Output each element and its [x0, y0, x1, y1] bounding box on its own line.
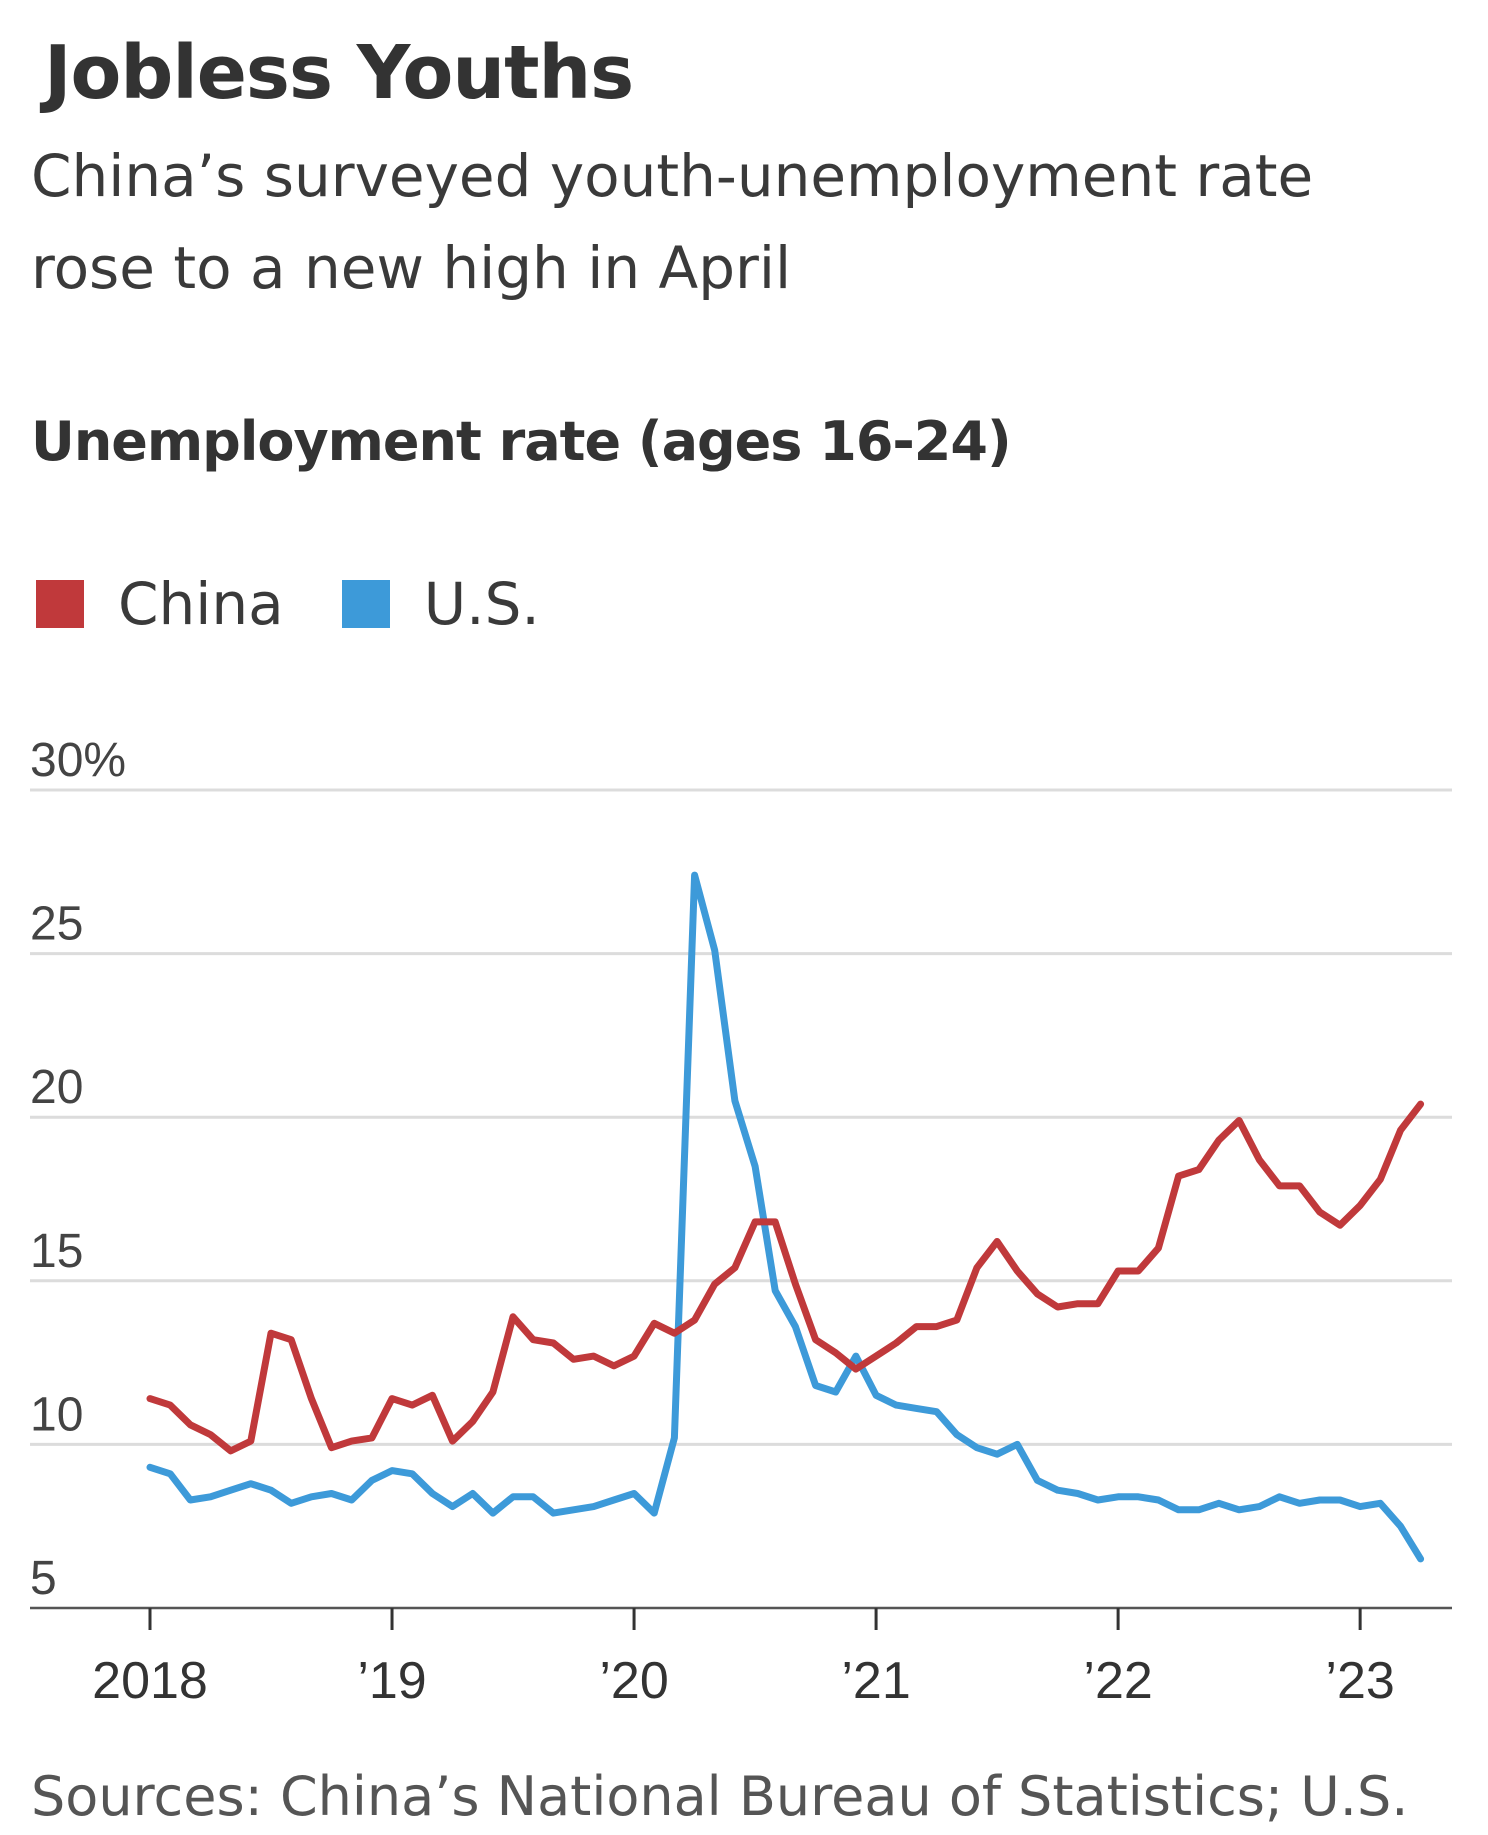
source-note: Sources: China’s National Bureau of Stat… — [31, 1765, 1409, 1828]
legend-swatch-china — [36, 580, 84, 628]
x-tick-label: ’21 — [841, 1652, 910, 1710]
x-tick-label: ’19 — [357, 1652, 426, 1710]
legend-swatch-us — [341, 580, 390, 628]
series-lines — [146, 871, 1425, 1563]
legend-item-china: China — [36, 570, 284, 638]
legend-label-us: U.S. — [423, 570, 540, 638]
y-tick-label: 20 — [30, 1061, 83, 1114]
x-tick-label: ’23 — [1325, 1652, 1394, 1710]
y-tick-label: 15 — [30, 1225, 83, 1278]
chart-title: Jobless Youths — [44, 30, 634, 116]
legend: China U.S. — [36, 570, 598, 638]
x-tick-label: ’22 — [1083, 1652, 1152, 1710]
legend-item-us: U.S. — [341, 570, 540, 638]
y-tick-label: 10 — [30, 1388, 83, 1441]
x-tick-label: ’20 — [599, 1652, 668, 1710]
series-line-us — [146, 871, 1425, 1563]
y-axis-label: Unemployment rate (ages 16-24) — [31, 410, 1012, 473]
legend-label-china: China — [118, 570, 284, 638]
y-tick-labels: 30% 25 20 15 10 5 — [30, 734, 126, 1605]
y-tick-label: 25 — [30, 898, 83, 951]
x-tick-label: 2018 — [92, 1652, 208, 1710]
y-tick-label: 5 — [30, 1552, 57, 1605]
line-chart: 30% 25 20 15 10 5 2018 ’19 ’20 ’21 ’22 ’23 — [30, 734, 1452, 1710]
chart-subtitle: China’s surveyed youth-unemployment rate… — [31, 142, 1314, 302]
series-line-china — [146, 1100, 1425, 1455]
x-ticks: 2018 ’19 ’20 ’21 ’22 ’23 — [92, 1608, 1395, 1710]
y-tick-label: 30% — [30, 734, 126, 787]
